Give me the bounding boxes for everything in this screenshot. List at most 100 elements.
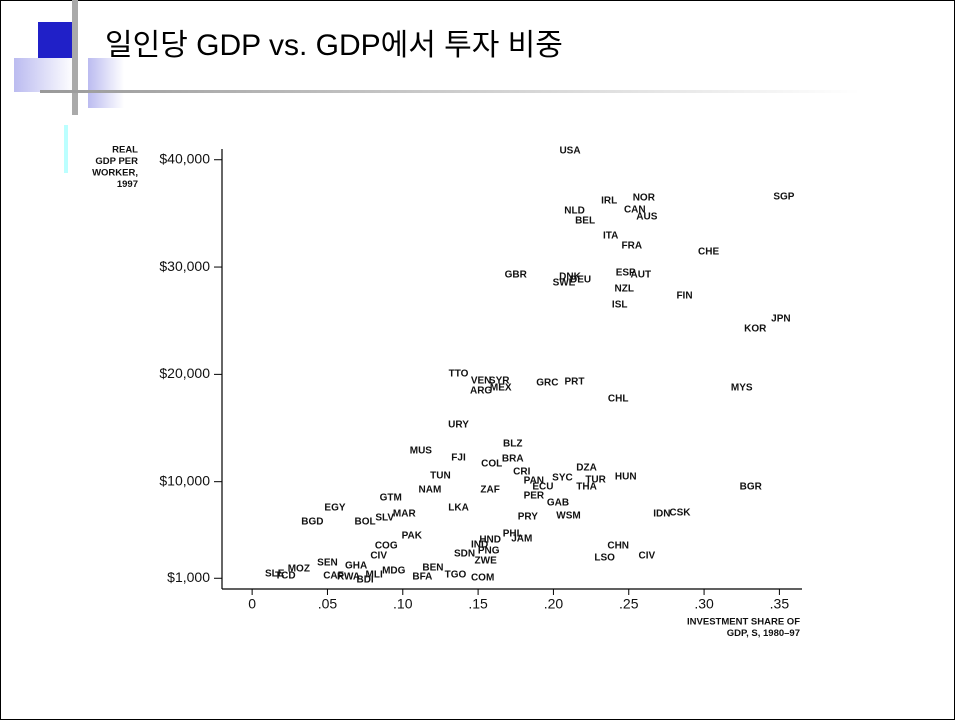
slide-title: 일인당 GDP vs. GDP에서 투자 비중 — [105, 29, 563, 62]
x-tick-label: .20 — [544, 596, 564, 612]
country-point: NOR — [633, 193, 656, 204]
country-point: PNG — [478, 546, 500, 557]
country-point: BRA — [502, 454, 524, 465]
country-point: BDI — [356, 575, 373, 586]
y-tick-label: $10,000 — [159, 472, 210, 488]
country-point: PHL — [503, 529, 523, 540]
country-point: MDG — [382, 566, 406, 577]
country-point: EGY — [324, 503, 345, 514]
country-point: AUT — [631, 270, 652, 281]
y-axis-label: REAL — [112, 145, 138, 156]
country-point: TTO — [449, 369, 469, 380]
country-point: BLZ — [503, 439, 522, 450]
title-rule — [40, 90, 860, 93]
y-tick-label: $1,000 — [167, 569, 210, 585]
country-point: JPN — [771, 314, 790, 325]
country-point: GHA — [345, 561, 367, 572]
country-point: SEN — [317, 558, 338, 569]
country-point: DEU — [570, 275, 591, 286]
country-point: BGR — [740, 482, 763, 493]
country-point: IRL — [601, 196, 617, 207]
x-axis-label: INVESTMENT SHARE OF — [687, 617, 800, 628]
x-tick-label: .25 — [619, 596, 639, 612]
country-point: DNK — [559, 272, 581, 283]
y-tick-label: $30,000 — [159, 258, 210, 274]
country-point: PER — [524, 491, 545, 502]
country-point: BEL — [575, 216, 595, 227]
country-point: BFA — [412, 572, 432, 583]
country-point: TUR — [585, 475, 606, 486]
country-point: ITA — [603, 231, 618, 242]
country-point: TUN — [430, 471, 451, 482]
country-point: ZWE — [475, 556, 498, 567]
country-point: CSK — [669, 508, 691, 519]
y-axis-label: WORKER, — [92, 168, 138, 179]
country-point: PAN — [524, 476, 544, 487]
country-point: IND — [471, 540, 488, 551]
y-axis-label: GDP PER — [95, 156, 138, 167]
country-point: CRI — [513, 467, 530, 478]
x-tick-label: .05 — [318, 596, 338, 612]
country-point: FJI — [451, 453, 466, 464]
country-point: MEX — [490, 383, 512, 394]
country-point: GBR — [505, 270, 528, 281]
country-point: NZL — [615, 284, 634, 295]
country-point: PAK — [402, 531, 423, 542]
country-point: CHE — [698, 247, 719, 258]
country-point: RWA — [337, 572, 360, 583]
country-point: CHN — [607, 541, 629, 552]
country-point: THA — [576, 482, 597, 493]
country-point: BGD — [301, 517, 323, 528]
country-point: MOZ — [288, 564, 310, 575]
country-point: NAM — [419, 485, 442, 496]
country-point: SYC — [552, 473, 573, 484]
chart: $1,000 $10,000 $20,000 $30,000 $40,000 0 .05 .1… — [92, 145, 802, 639]
country-point: BEN — [422, 563, 443, 574]
country-point: IDN — [653, 509, 670, 520]
country-point: CIV — [370, 551, 387, 562]
country-point: MLI — [366, 570, 383, 581]
decor-square — [88, 58, 124, 108]
country-point: DZA — [576, 463, 597, 474]
country-point: MAR — [393, 509, 417, 520]
country-point: URY — [448, 420, 469, 431]
x-tick-label: .10 — [393, 596, 413, 612]
country-point: TCD — [275, 571, 296, 582]
country-point: AUS — [636, 212, 657, 223]
decor-square — [38, 22, 76, 60]
country-point: ARG — [470, 386, 492, 397]
country-point: PRY — [518, 512, 539, 523]
country-point: HUN — [615, 472, 637, 483]
country-point: SDN — [454, 549, 475, 560]
decor-bar — [72, 0, 78, 115]
x-tick-label: .30 — [694, 596, 714, 612]
country-point: USA — [559, 146, 580, 157]
country-point: COM — [471, 573, 494, 584]
country-point: KOR — [744, 324, 767, 335]
country-point: MYS — [731, 383, 753, 394]
x-tick-label: .35 — [770, 596, 790, 612]
x-tick-label: 0 — [248, 596, 256, 612]
country-point: ESP — [616, 268, 636, 279]
country-point: SWE — [553, 278, 576, 289]
country-point: GRC — [536, 378, 558, 389]
country-point: MUS — [410, 446, 433, 457]
country-point: PRT — [565, 377, 585, 388]
decor-bar — [64, 125, 68, 173]
x-tick-label: .15 — [468, 596, 488, 612]
country-point: VEN — [471, 376, 492, 387]
y-axis-label: 1997 — [117, 179, 138, 190]
country-point: CIV — [638, 551, 655, 562]
country-point: ZAF — [480, 485, 499, 496]
x-axis-label: GDP, S, 1980–97 — [727, 628, 800, 639]
country-point: SGP — [773, 192, 794, 203]
country-point: LKA — [448, 503, 469, 514]
country-point: CHL — [608, 394, 629, 405]
country-point: LSO — [594, 553, 615, 564]
country-point: CAN — [624, 205, 646, 216]
country-point: ISL — [612, 300, 628, 311]
y-tick-label: $20,000 — [159, 365, 210, 381]
country-point: SLE — [265, 569, 285, 580]
